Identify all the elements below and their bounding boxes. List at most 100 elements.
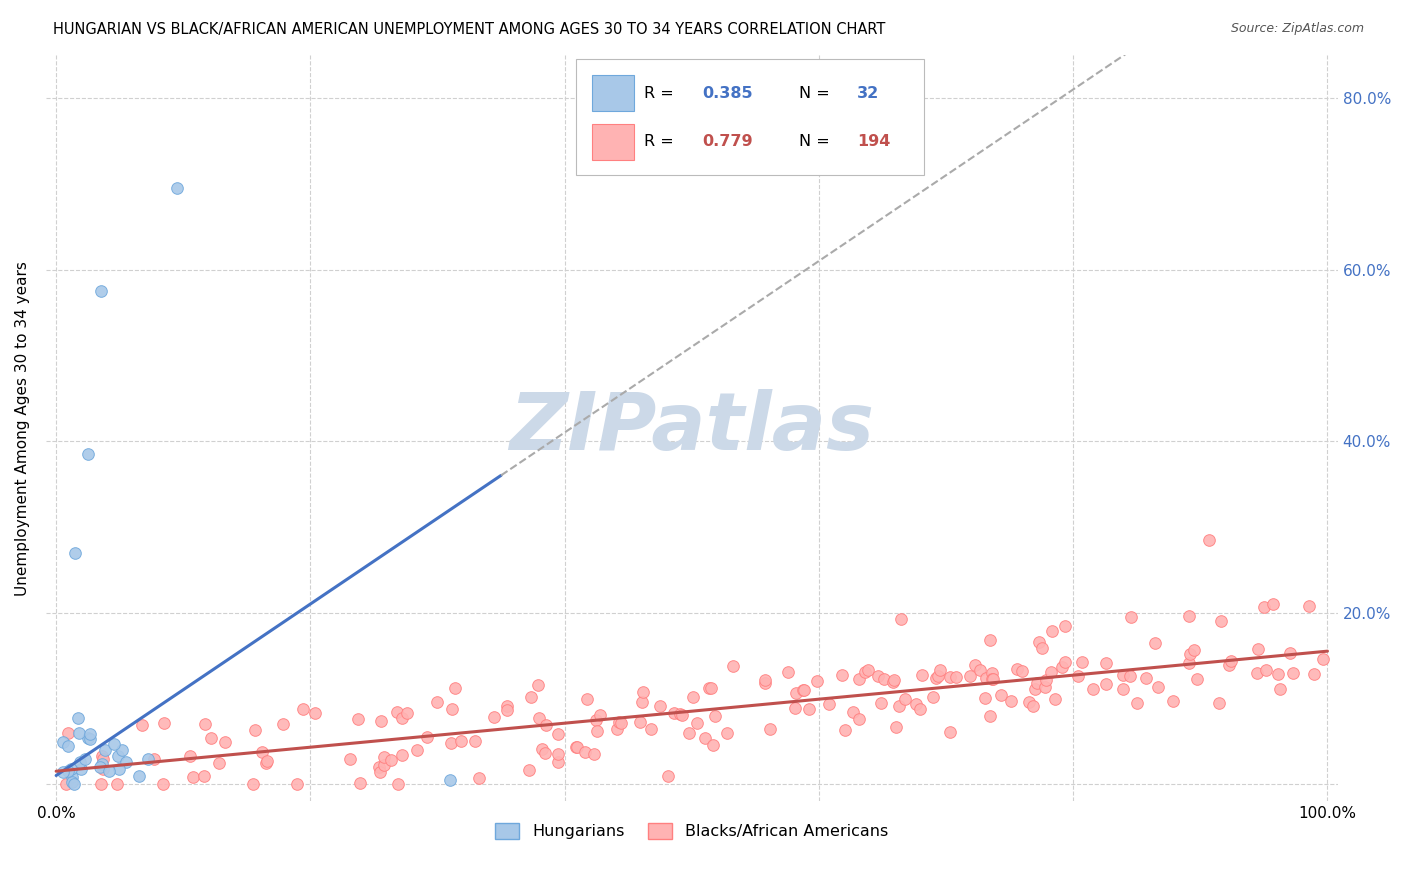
Text: 0.779: 0.779	[702, 134, 752, 149]
Point	[200, 731, 222, 746]
Point	[1303, 667, 1326, 681]
Point	[754, 676, 776, 690]
Point	[1312, 652, 1334, 666]
Point	[929, 663, 952, 677]
Point	[467, 771, 489, 785]
Point	[1178, 656, 1201, 670]
Point	[77, 447, 100, 461]
Point	[1095, 677, 1118, 691]
Point	[367, 760, 389, 774]
Point	[945, 670, 967, 684]
Point	[1268, 682, 1291, 697]
Point	[56, 739, 79, 753]
Text: N =: N =	[799, 134, 835, 149]
Point	[243, 723, 266, 737]
Point	[662, 706, 685, 721]
Text: R =: R =	[644, 134, 679, 149]
Point	[979, 633, 1001, 648]
Point	[56, 764, 79, 779]
Point	[1263, 597, 1285, 611]
Point	[628, 715, 651, 730]
Point	[831, 667, 853, 681]
Point	[1281, 666, 1303, 681]
Point	[1005, 662, 1028, 676]
Point	[682, 690, 704, 705]
Point	[1040, 665, 1063, 679]
Point	[872, 672, 894, 686]
Point	[1209, 614, 1232, 628]
Point	[1040, 624, 1063, 638]
Point	[1111, 668, 1133, 682]
Point	[959, 669, 981, 683]
Point	[94, 743, 117, 757]
Point	[256, 755, 278, 769]
Point	[1083, 681, 1105, 696]
Point	[373, 749, 395, 764]
Point	[128, 769, 150, 783]
Point	[969, 663, 991, 677]
Point	[387, 777, 409, 791]
Point	[979, 709, 1001, 723]
Point	[105, 777, 128, 791]
Point	[793, 682, 815, 697]
Point	[974, 691, 997, 706]
Point	[152, 777, 174, 791]
Point	[1246, 665, 1268, 680]
Point	[91, 762, 114, 776]
Point	[853, 665, 876, 679]
Point	[495, 698, 517, 713]
Point	[52, 735, 75, 749]
Point	[59, 762, 82, 776]
Point	[868, 669, 890, 683]
Point	[778, 665, 800, 679]
Point	[806, 673, 828, 688]
Point	[370, 714, 392, 728]
Point	[1146, 681, 1168, 695]
Point	[496, 703, 519, 717]
Point	[110, 743, 132, 757]
Point	[697, 681, 720, 695]
Point	[391, 748, 413, 763]
Point	[1035, 673, 1057, 688]
Point	[533, 746, 555, 760]
Point	[368, 765, 391, 780]
Point	[574, 745, 596, 759]
Point	[908, 702, 931, 716]
Point	[67, 726, 90, 740]
Point	[589, 707, 612, 722]
Point	[547, 755, 569, 769]
Point	[1119, 668, 1142, 682]
Text: ZIPatlas: ZIPatlas	[509, 389, 875, 467]
Point	[723, 659, 745, 673]
Text: Source: ZipAtlas.com: Source: ZipAtlas.com	[1230, 22, 1364, 36]
Point	[564, 740, 586, 755]
Y-axis label: Unemployment Among Ages 30 to 34 years: Unemployment Among Ages 30 to 34 years	[15, 260, 30, 596]
Point	[103, 737, 125, 751]
Point	[582, 747, 605, 761]
Point	[530, 742, 553, 756]
Point	[1187, 673, 1209, 687]
Point	[1054, 619, 1077, 633]
Point	[107, 749, 129, 764]
Point	[702, 738, 724, 752]
Point	[754, 673, 776, 688]
Point	[981, 672, 1004, 686]
Point	[339, 752, 361, 766]
Point	[287, 777, 309, 791]
Point	[565, 740, 588, 755]
Point	[1267, 667, 1289, 681]
Point	[759, 722, 782, 736]
Text: HUNGARIAN VS BLACK/AFRICAN AMERICAN UNEMPLOYMENT AMONG AGES 30 TO 34 YEARS CORRE: HUNGARIAN VS BLACK/AFRICAN AMERICAN UNEM…	[53, 22, 886, 37]
Text: 194: 194	[858, 134, 890, 149]
Point	[391, 711, 413, 725]
Point	[1018, 695, 1040, 709]
Point	[1253, 599, 1275, 614]
Point	[1053, 655, 1076, 669]
Point	[250, 745, 273, 759]
Point	[79, 727, 101, 741]
Point	[90, 284, 112, 298]
Point	[716, 726, 738, 740]
Point	[131, 718, 153, 732]
Point	[69, 755, 91, 769]
Point	[256, 756, 278, 770]
